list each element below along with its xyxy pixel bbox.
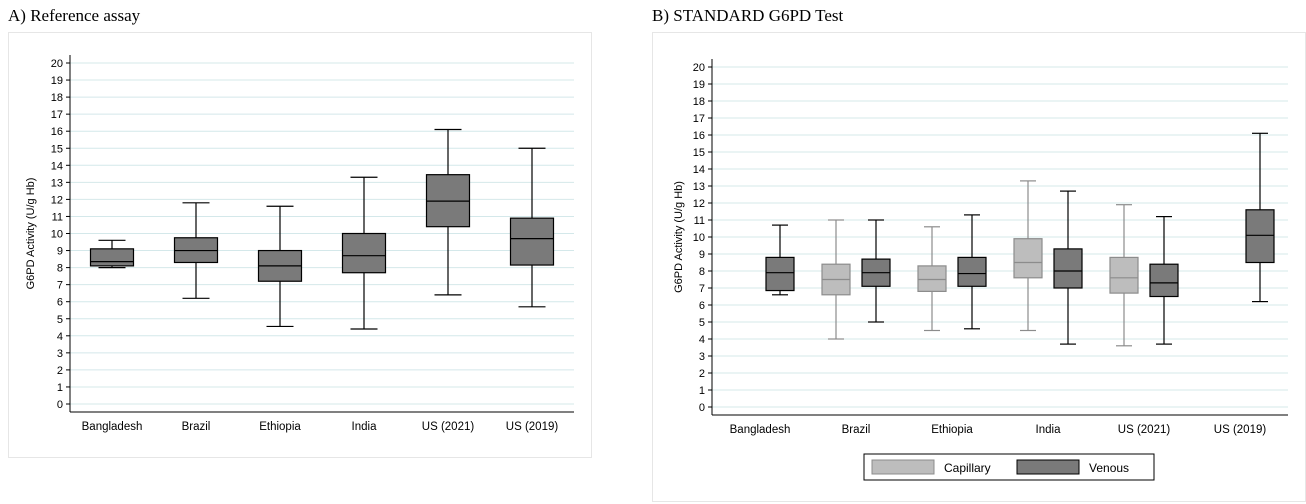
x-tick-label-ethiopia: Ethiopia <box>259 421 301 433</box>
y-tick-label: 17 <box>693 113 705 125</box>
box-bangladesh <box>89 248 135 267</box>
y-tick-label: 20 <box>51 58 63 70</box>
y-tick-label: 2 <box>699 368 705 380</box>
x-tick-label-bangladesh: Bangladesh <box>730 424 791 436</box>
x-tick-label-ethiopia: Ethiopia <box>931 424 973 436</box>
y-tick-label: 13 <box>693 181 705 193</box>
legend-swatch-venous <box>1016 459 1080 475</box>
venous-box-us-2019 <box>1245 209 1275 264</box>
x-tick-label-us-2021: US (2021) <box>1118 424 1171 436</box>
box-us-2019 <box>509 217 555 266</box>
y-tick-label: 17 <box>51 109 63 121</box>
x-tick-label-brazil: Brazil <box>182 421 211 433</box>
y-tick-label: 9 <box>57 246 63 258</box>
venous-box-ethiopia <box>957 256 987 287</box>
y-tick-label: 18 <box>693 96 705 108</box>
y-tick-label: 3 <box>57 348 63 360</box>
y-tick-label: 4 <box>57 331 63 343</box>
y-tick-label: 5 <box>699 317 705 329</box>
chart-frame <box>8 32 592 458</box>
y-tick-label: 10 <box>693 232 705 244</box>
y-tick-label: 8 <box>699 266 705 278</box>
y-tick-label: 3 <box>699 351 705 363</box>
y-tick-label: 16 <box>693 130 705 142</box>
x-tick-label-us-2021: US (2021) <box>422 421 475 433</box>
y-tick-label: 19 <box>693 79 705 91</box>
y-tick-label: 18 <box>51 92 63 104</box>
legend-swatch-capillary <box>871 459 935 475</box>
y-tick-label: 16 <box>51 126 63 138</box>
capillary-box-us-2021 <box>1109 256 1139 294</box>
y-tick-label: 12 <box>693 198 705 210</box>
y-tick-label: 5 <box>57 314 63 326</box>
y-tick-label: 7 <box>699 283 705 295</box>
y-axis-label: G6PD Activity (U/g Hb) <box>25 178 37 290</box>
y-tick-label: 15 <box>693 147 705 159</box>
capillary-box-india <box>1013 238 1043 279</box>
y-tick-label: 2 <box>57 365 63 377</box>
panel-a-title: A) Reference assay <box>8 6 141 25</box>
y-tick-label: 0 <box>57 399 63 411</box>
y-tick-label: 14 <box>693 164 705 176</box>
x-tick-label-us-2019: US (2019) <box>1214 424 1267 436</box>
y-tick-label: 4 <box>699 334 705 346</box>
legend: Capillary Venous <box>863 453 1155 481</box>
x-tick-label-bangladesh: Bangladesh <box>82 421 143 433</box>
y-tick-label: 13 <box>51 177 63 189</box>
y-tick-label: 1 <box>57 382 63 394</box>
capillary-box-ethiopia <box>917 265 947 292</box>
venous-box-india <box>1053 248 1083 289</box>
legend-label-capillary: Capillary <box>944 461 991 475</box>
box-india <box>341 232 387 274</box>
venous-box-us-2021 <box>1149 263 1179 298</box>
x-tick-label-brazil: Brazil <box>842 424 871 436</box>
y-tick-label: 8 <box>57 263 63 275</box>
legend-box <box>863 453 1155 481</box>
legend-label-venous: Venous <box>1089 461 1129 475</box>
y-tick-label: 15 <box>51 143 63 155</box>
y-tick-label: 6 <box>699 300 705 312</box>
y-tick-label: 10 <box>51 229 63 241</box>
y-tick-label: 1 <box>699 385 705 397</box>
x-tick-label-us-2019: US (2019) <box>506 421 559 433</box>
y-tick-label: 9 <box>699 249 705 261</box>
x-tick-label-india: India <box>352 421 378 433</box>
y-axis-label: G6PD Activity (U/g Hb) <box>673 181 685 293</box>
y-tick-label: 14 <box>51 160 63 172</box>
x-tick-label-india: India <box>1036 424 1062 436</box>
y-tick-label: 11 <box>694 215 705 227</box>
y-tick-label: 7 <box>57 280 63 292</box>
y-tick-label: 19 <box>51 75 63 87</box>
y-tick-label: 6 <box>57 297 63 309</box>
panel-b-title: B) STANDARD G6PD Test <box>652 6 844 25</box>
y-tick-label: 0 <box>699 402 705 414</box>
y-tick-label: 20 <box>693 62 705 74</box>
y-tick-label: 11 <box>52 211 63 223</box>
venous-box-bangladesh <box>765 256 795 292</box>
y-tick-label: 12 <box>51 194 63 206</box>
